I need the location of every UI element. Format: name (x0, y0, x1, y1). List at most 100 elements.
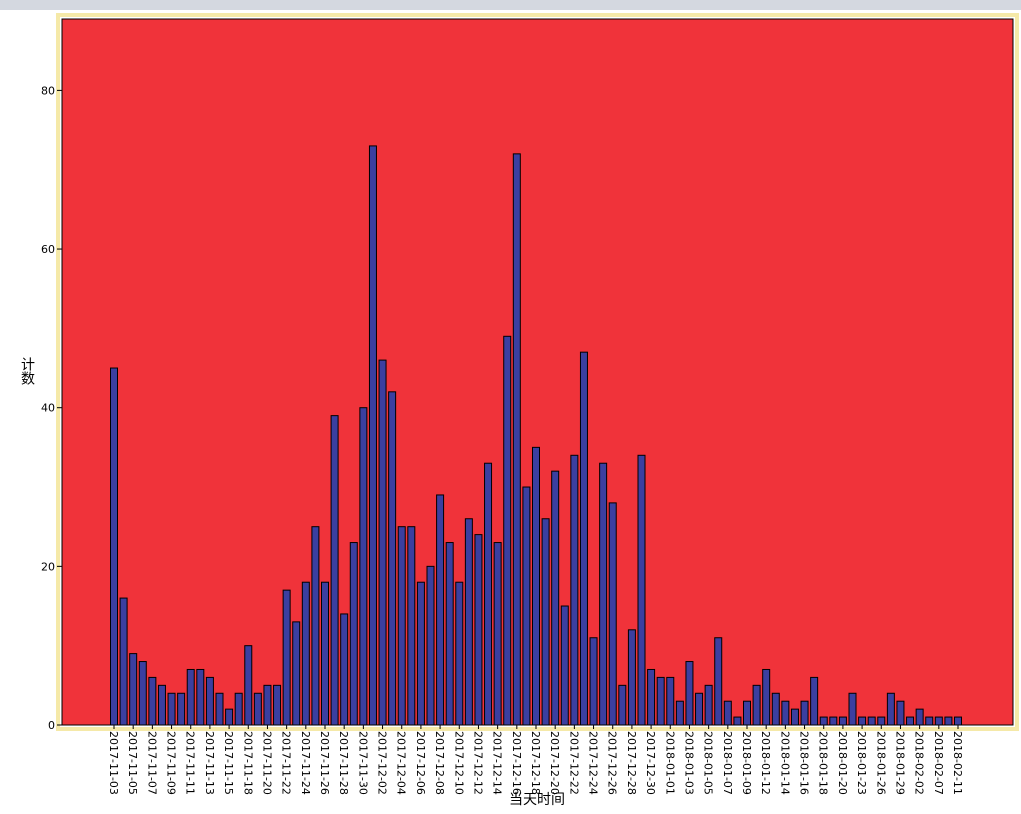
bar (157, 684, 166, 726)
y-tick-label: 60 (41, 243, 55, 256)
y-axis-title: 计数 (19, 357, 35, 385)
bar (532, 446, 540, 726)
x-tick-label: 2017-11-13 (203, 731, 216, 795)
bar (551, 470, 560, 726)
bar (148, 676, 157, 726)
bar (589, 637, 598, 726)
bar (522, 486, 531, 726)
bar (484, 462, 493, 726)
bar (110, 367, 118, 726)
x-tick-label: 2017-11-30 (356, 731, 369, 795)
bar (810, 676, 819, 726)
x-tick-label: 2018-01-03 (682, 731, 695, 795)
bar (512, 153, 521, 726)
bar (416, 581, 425, 726)
bar (186, 668, 195, 726)
y-tick-label: 20 (41, 560, 55, 573)
bar (666, 676, 675, 726)
y-tick-label: 80 (41, 84, 55, 97)
x-tick-label: 2018-01-29 (893, 731, 906, 795)
bar (838, 716, 847, 726)
x-tick-label: 2017-11-11 (184, 731, 197, 795)
x-tick-label: 2017-12-18 (529, 731, 542, 795)
bar (253, 692, 262, 726)
bar (560, 605, 569, 726)
y-tick-label: 0 (48, 719, 55, 732)
bar (723, 700, 732, 726)
bar (656, 676, 665, 726)
x-tick-label: 2018-01-20 (836, 731, 849, 795)
bar (570, 454, 579, 726)
bar (445, 542, 454, 726)
x-axis-title: 当天时间 (509, 792, 565, 808)
bar (819, 716, 828, 726)
bar (205, 676, 214, 726)
bar (340, 613, 349, 726)
x-tick-label: 2018-01-12 (759, 731, 772, 795)
bar (599, 462, 608, 726)
bar (733, 716, 742, 726)
x-tick-label: 2018-01-05 (702, 731, 715, 795)
x-tick-label: 2017-12-12 (471, 731, 484, 795)
x-tick-label: 2017-12-08 (433, 731, 446, 795)
bar (455, 581, 464, 726)
bar (368, 145, 377, 726)
bar (675, 700, 684, 726)
bar (359, 407, 368, 726)
x-tick-label: 2017-11-24 (299, 731, 312, 795)
bar (925, 716, 934, 726)
bar (311, 526, 320, 726)
bar (877, 716, 886, 726)
bar (426, 565, 435, 726)
x-tick-label: 2018-01-09 (740, 731, 753, 795)
bar (944, 716, 953, 726)
x-tick-label: 2018-02-11 (951, 731, 964, 795)
bar (119, 597, 128, 726)
x-tick-label: 2017-12-22 (567, 731, 580, 795)
bar (244, 645, 253, 726)
x-tick-label: 2017-12-30 (644, 731, 657, 795)
x-tick-label: 2017-12-20 (548, 731, 561, 795)
x-tick-label: 2017-12-28 (625, 731, 638, 795)
x-tick-label: 2018-02-02 (913, 731, 926, 795)
bar (215, 692, 224, 726)
x-tick-label: 2017-12-24 (587, 731, 600, 795)
x-tick-label: 2017-11-15 (222, 731, 235, 795)
x-tick-label: 2017-12-04 (395, 731, 408, 795)
bar (234, 692, 243, 726)
x-tick-label: 2018-02-07 (932, 731, 945, 795)
x-tick-label: 2017-11-22 (280, 731, 293, 795)
bar (263, 684, 272, 726)
x-tick-label: 2017-11-20 (260, 731, 273, 795)
bar (934, 716, 943, 726)
bar (954, 716, 962, 726)
bar (886, 692, 895, 726)
x-tick-label: 2017-11-28 (337, 731, 350, 795)
bar (493, 542, 502, 726)
bar (464, 518, 473, 726)
toolbar (0, 0, 1021, 10)
bar (407, 526, 416, 726)
bar (848, 692, 857, 726)
bar (301, 581, 310, 726)
bar (330, 415, 339, 726)
bar (436, 494, 445, 726)
bar (752, 684, 761, 726)
bar (177, 692, 186, 726)
bar (790, 708, 799, 726)
bar (129, 653, 138, 726)
bar (292, 621, 301, 726)
bar (781, 700, 790, 726)
bar (906, 716, 915, 726)
bar (858, 716, 867, 726)
bar (647, 668, 656, 726)
bar (282, 589, 291, 726)
bar (685, 661, 694, 726)
bar (915, 708, 924, 726)
bar (196, 668, 205, 726)
bar (762, 668, 771, 726)
bar (349, 542, 358, 726)
bar (138, 661, 147, 726)
bar (714, 637, 723, 726)
